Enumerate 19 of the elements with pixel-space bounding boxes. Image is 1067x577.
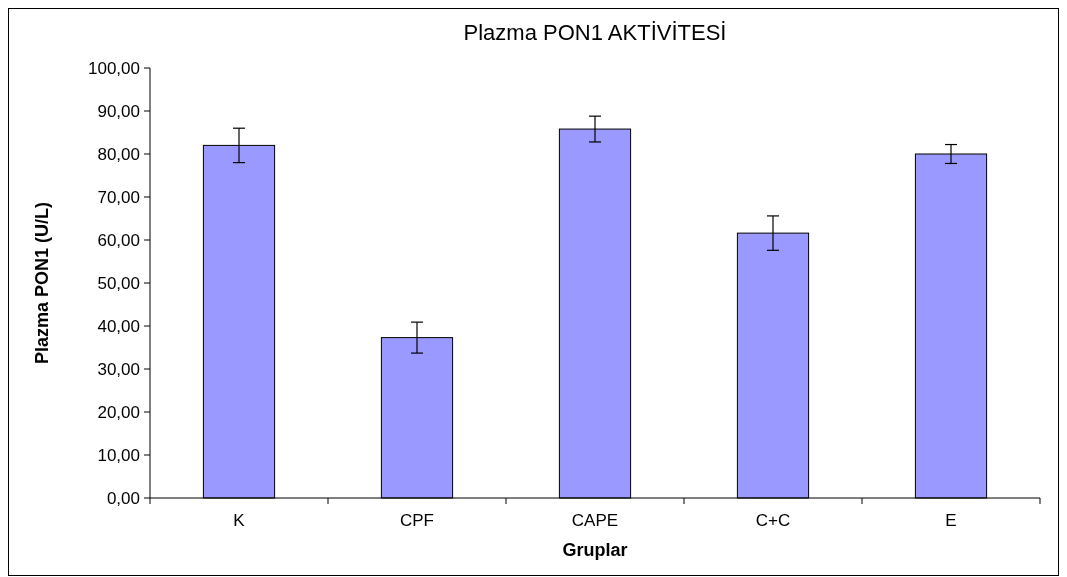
y-tick-label: 60,00 <box>97 230 140 250</box>
x-tick-label: K <box>233 511 246 530</box>
y-tick-label: 100,00 <box>88 58 140 78</box>
y-tick-label: 20,00 <box>97 402 140 422</box>
y-tick-label: 40,00 <box>97 316 140 336</box>
y-tick-label: 70,00 <box>97 187 140 207</box>
y-tick-label: 90,00 <box>97 101 140 121</box>
x-tick-label: CAPE <box>571 511 619 530</box>
y-axis-title: Plazma PON1 (U/L) <box>32 201 52 365</box>
y-tick-label: 0,00 <box>106 488 140 508</box>
x-axis-title: Gruplar <box>562 540 628 560</box>
x-tick-label: CPF <box>400 511 434 530</box>
x-tick-label: C+C <box>755 511 791 530</box>
y-tick-label: 30,00 <box>97 359 140 379</box>
chart-title: Plazma PON1 AKTİVİTESİ <box>463 20 727 45</box>
y-tick-label: 80,00 <box>97 144 140 164</box>
y-tick-label: 10,00 <box>97 445 140 465</box>
y-tick-label: 50,00 <box>97 273 140 293</box>
x-tick-label: E <box>945 511 957 530</box>
